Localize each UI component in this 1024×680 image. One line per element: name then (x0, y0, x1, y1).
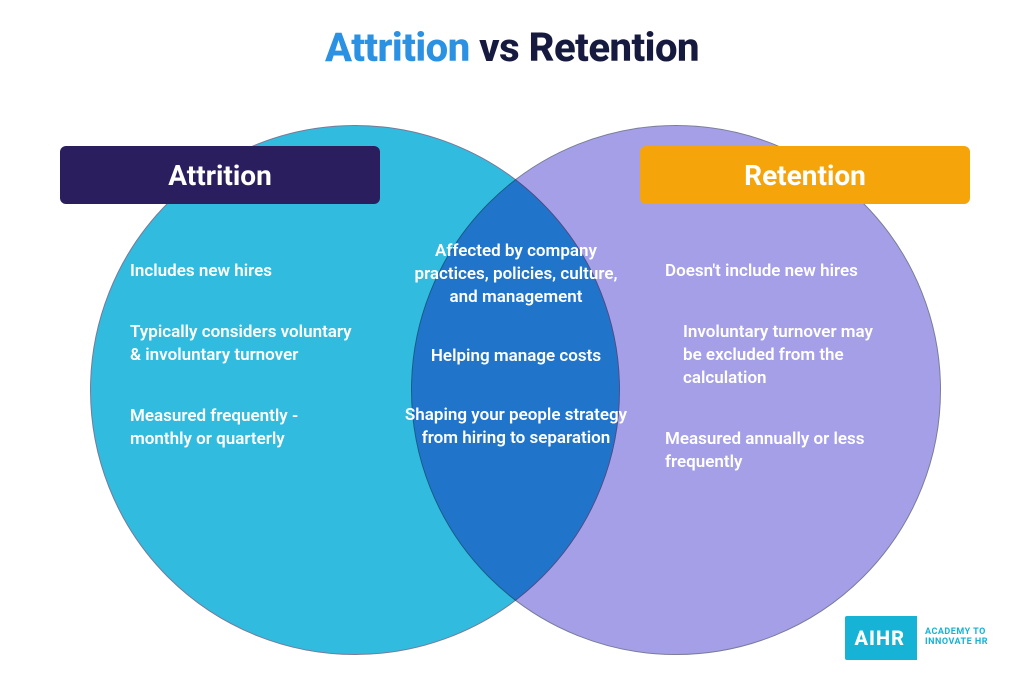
list-item: Measured annually or less frequently (665, 428, 895, 474)
badge-retention: Retention (640, 146, 970, 204)
logo-text: ACADEMY TO INNOVATE HR (915, 616, 996, 660)
list-item: Typically considers voluntary & involunt… (130, 321, 360, 367)
shared-items: Affected by company practices, policies,… (402, 240, 630, 486)
title-word-attrition: Attrition (325, 24, 470, 71)
list-item: Affected by company practices, policies,… (402, 240, 630, 309)
list-item: Helping manage costs (402, 345, 630, 368)
attrition-items: Includes new hires Typically considers v… (130, 260, 360, 489)
badge-attrition: Attrition (60, 146, 380, 204)
list-item: Includes new hires (130, 260, 360, 283)
title-connector: vs (479, 24, 519, 71)
badge-attrition-label: Attrition (168, 159, 272, 192)
venn-diagram-stage: Attrition vs Retention Attrition Retenti… (0, 0, 1024, 680)
aihr-logo: AIHR ACADEMY TO INNOVATE HR (845, 616, 997, 660)
page-title: Attrition vs Retention (0, 24, 1024, 71)
list-item: Shaping your people strategy from hiring… (402, 404, 630, 450)
list-item: Measured frequently - monthly or quarter… (130, 405, 360, 451)
title-word-retention: Retention (529, 24, 699, 71)
list-item: Involuntary turnover may be excluded fro… (683, 321, 895, 390)
list-item: Doesn't include new hires (665, 260, 895, 283)
badge-retention-label: Retention (744, 159, 866, 192)
retention-items: Doesn't include new hires Involuntary tu… (665, 260, 895, 512)
logo-badge: AIHR (845, 616, 916, 660)
logo-line-2: INNOVATE HR (925, 638, 988, 648)
